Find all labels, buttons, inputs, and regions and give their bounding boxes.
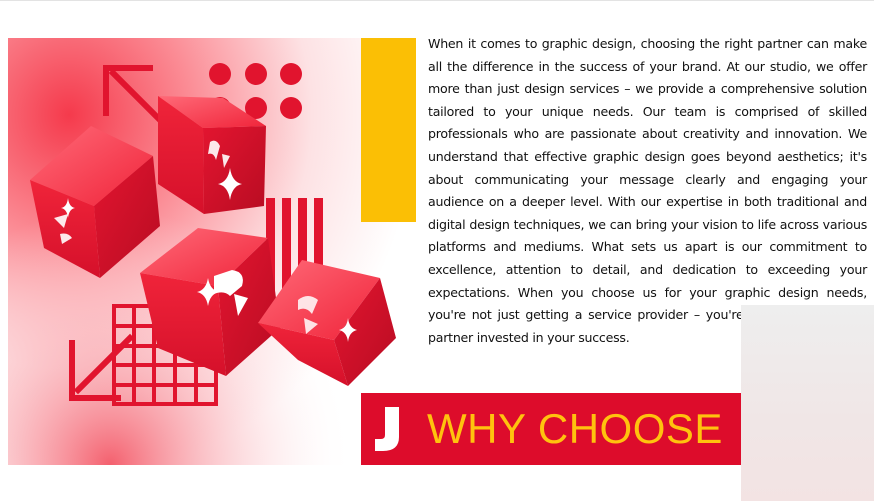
top-divider — [0, 0, 874, 1]
accent-bar — [361, 38, 416, 222]
arrow-icon — [69, 333, 135, 401]
why-choose-banner: WHY CHOOSE — [361, 393, 741, 465]
cube-icon — [258, 260, 396, 386]
overlay-panel — [741, 305, 874, 501]
cube-icon — [140, 228, 280, 376]
banner-heading: WHY CHOOSE — [427, 405, 723, 452]
sparkle-icon — [61, 168, 357, 342]
body-paragraph: When it comes to graphic design, choosin… — [428, 36, 867, 345]
cube-icon — [158, 96, 266, 214]
cube-icon — [30, 126, 160, 278]
hero-illustration — [8, 38, 416, 465]
brand-logo-icon — [375, 407, 399, 451]
